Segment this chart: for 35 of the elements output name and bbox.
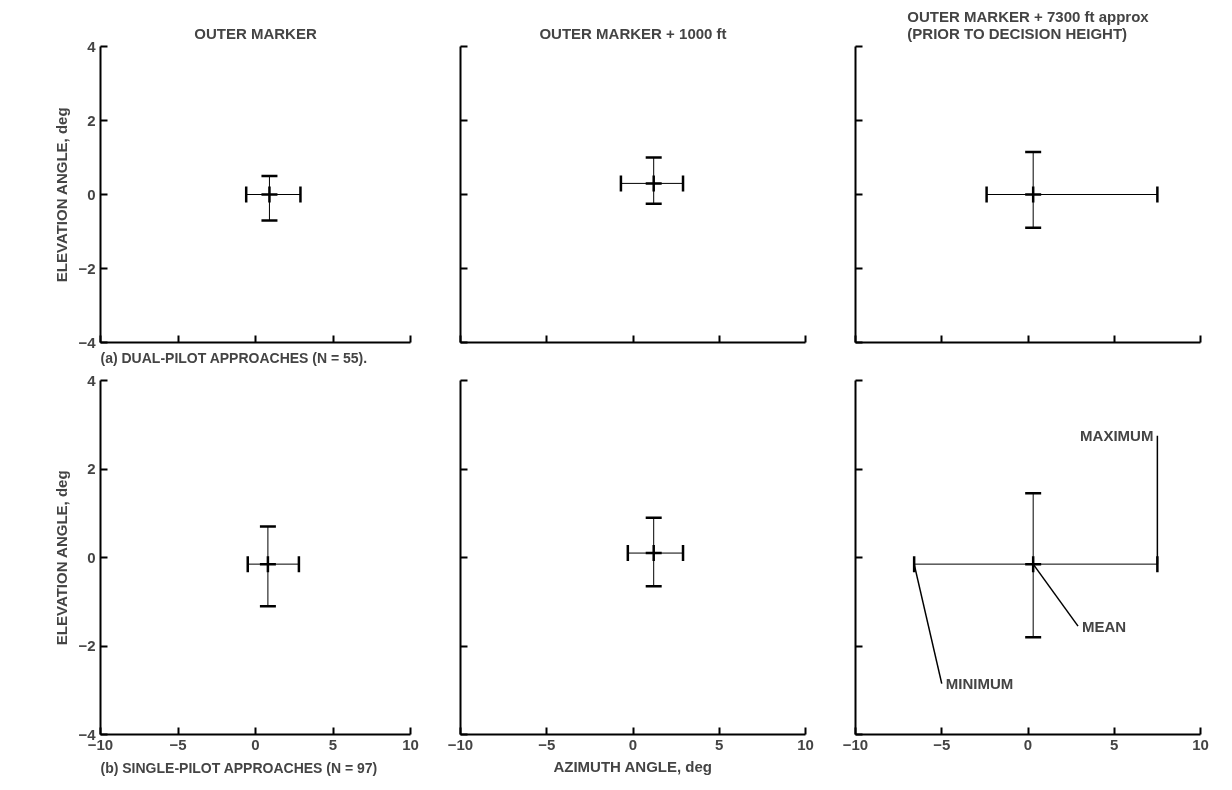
x-tick-label: 0 [1023,735,1033,753]
y-tick-label: 0 [87,548,96,566]
x-tick-label: 10 [402,735,419,753]
y-tick-label: −4 [78,333,97,351]
y-tick-label: 4 [87,37,97,55]
x-tick-label: 10 [797,735,814,753]
y-axis-title: ELEVATION ANGLE, deg [53,107,71,283]
x-tick-label: −5 [169,735,187,753]
text: (a) DUAL-PILOT APPROACHES (N = 55). [100,349,368,366]
annotation: MAXIMUM [1080,427,1154,445]
x-tick-label: −10 [842,735,869,753]
y-tick-label: 2 [87,111,96,129]
x-tick-label: −5 [538,735,556,753]
chart-title: OUTER MARKER [194,24,317,42]
annotation: MINIMUM [945,675,1014,693]
y-tick-label: 4 [87,371,97,389]
x-tick-label: 0 [251,735,260,753]
x-tick-label: 0 [628,735,638,753]
annotation: MEAN [1082,617,1127,635]
y-tick-label: −4 [78,725,97,743]
y-tick-label: −2 [78,259,96,277]
x-axis-title: AZIMUTH ANGLE, deg [553,757,713,775]
x-tick-label: 5 [1110,735,1119,753]
x-tick-label: 10 [1192,735,1209,753]
x-tick-label: −5 [933,735,951,753]
x-tick-label: 5 [715,735,724,753]
y-tick-label: −2 [78,637,96,654]
y-tick-label: 2 [87,460,96,477]
chart-title: OUTER MARKER + 7300 ft approx (PRIOR TO DECISION HEIGHT) [907,7,1150,42]
chart-title: OUTER MARKER + 1000 ft [539,24,727,42]
x-tick-label: 5 [328,735,338,753]
text: (b) SINGLE-PILOT APPROACHES (N = 97) [100,759,378,776]
x-tick-label: −10 [447,735,474,753]
y-tick-label: 0 [87,185,96,203]
y-axis-title: ELEVATION ANGLE, deg [53,470,71,646]
